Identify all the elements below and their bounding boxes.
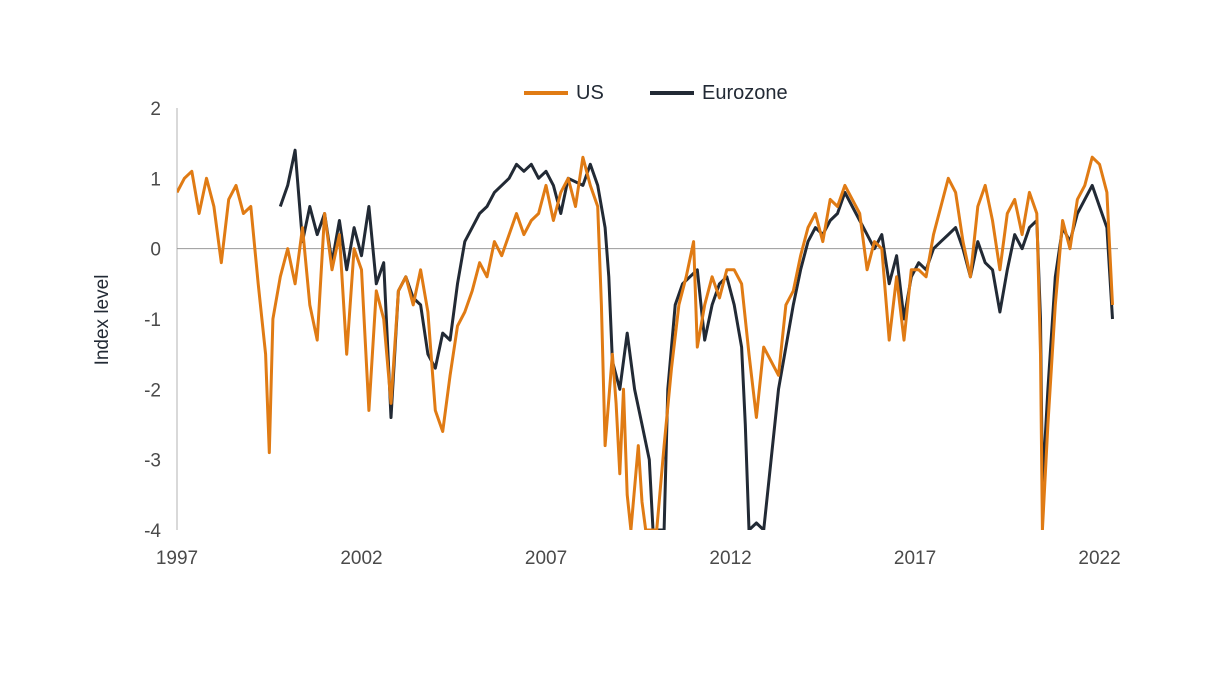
x-tick-label: 2022	[1078, 548, 1120, 569]
x-tick-label: 1997	[156, 548, 198, 569]
legend-label-us: US	[576, 81, 604, 104]
series-line-us	[177, 155, 1114, 530]
eurozone-swatch	[650, 91, 694, 95]
x-axis-ticks: 1997 2002 2007 2012 2017 2022	[156, 548, 1121, 569]
us-swatch	[524, 91, 568, 95]
legend-item-us: US	[524, 79, 604, 107]
y-tick-label: -4	[144, 521, 161, 542]
y-tick-label: 2	[150, 99, 161, 120]
legend: US Eurozone	[0, 79, 1226, 107]
y-tick-label: -3	[144, 451, 161, 472]
y-tick-label: 1	[150, 169, 161, 190]
y-axis-ticks: 2 1 0 -1 -2 -3 -4	[144, 99, 161, 542]
y-tick-label: -1	[144, 310, 161, 331]
x-tick-label: 2002	[340, 548, 382, 569]
legend-item-eurozone: Eurozone	[650, 79, 788, 107]
x-tick-label: 2007	[525, 548, 567, 569]
series-line-eurozone	[278, 148, 1114, 530]
y-axis-label: Index level	[92, 275, 113, 366]
y-tick-label: -2	[144, 380, 161, 401]
series-layer	[177, 148, 1114, 530]
x-tick-label: 2017	[894, 548, 936, 569]
legend-label-eurozone: Eurozone	[702, 81, 788, 104]
x-tick-label: 2012	[709, 548, 751, 569]
y-tick-label: 0	[150, 240, 161, 261]
